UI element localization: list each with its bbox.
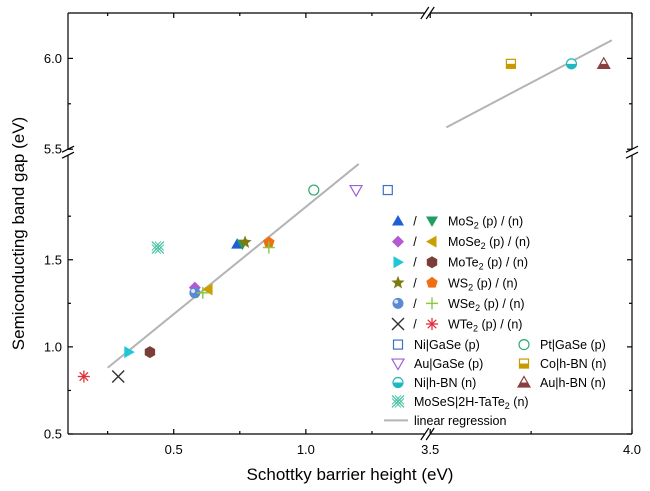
legend-separator: /: [413, 276, 417, 290]
legend-label: Ni|h-BN (n): [414, 376, 476, 390]
legend-label-main: WS: [448, 276, 468, 290]
regression-line: [446, 40, 611, 127]
data-point-mote2_n: [145, 346, 155, 358]
legend-label-suffix: (p) / (n): [478, 318, 522, 332]
legend-marker: [393, 298, 404, 309]
legend-label: Co|h-BN (n): [540, 357, 606, 371]
data-point-mose2_n: [202, 283, 213, 295]
legend-marker: [392, 359, 404, 370]
legend: / MoS2 (p) / (n) / MoSe2 (p) / (n) / MoTe2 (p…: [384, 215, 606, 428]
data-point-wte2_n: [78, 370, 90, 382]
legend-marker: [426, 277, 437, 288]
legend-label-main: WTe: [448, 318, 473, 332]
legend-separator: /: [413, 256, 417, 270]
legend-label: Ni|GaSe (p): [414, 338, 480, 352]
legend-marker: [392, 215, 404, 226]
legend-marker: [394, 340, 403, 349]
legend-marker: [426, 297, 438, 309]
x-axis-title: Schottky barrier height (eV): [247, 465, 454, 484]
data-point-au_hbn: [598, 58, 610, 69]
legend-label-main: MoS: [448, 215, 474, 229]
legend-marker: [426, 318, 438, 330]
data-point-moses_tate2: [152, 242, 164, 254]
legend-label-suffix: (p) / (n): [480, 297, 524, 311]
legend-marker: [392, 395, 404, 407]
legend-marker: [392, 236, 404, 248]
data-point-ni_gase: [383, 186, 392, 195]
legend-label-suffix: (p) / (n): [484, 256, 528, 270]
legend-item-mose2: / MoSe2 (p) / (n): [392, 235, 530, 251]
data-point-pt_gase: [309, 185, 319, 195]
y-tick-label: 1.0: [44, 339, 62, 354]
legend-item-ni-gase: Ni|GaSe (p): [394, 338, 480, 352]
legend-label: WSe2 (p) / (n): [448, 297, 525, 313]
legend-separator: /: [413, 318, 417, 332]
legend-item-co-hbn: Co|h-BN (n): [520, 357, 607, 371]
legend-item-au-gase: Au|GaSe (p): [392, 357, 483, 371]
legend-marker: [391, 276, 404, 289]
legend-label-main: WSe: [448, 297, 475, 311]
legend-item-wse2: / WSe2 (p) / (n): [393, 297, 525, 313]
x-tick-label: 4.0: [623, 442, 641, 457]
legend-label: Au|GaSe (p): [414, 357, 483, 371]
legend-marker: [394, 256, 405, 268]
legend-item-ws2: / WS2 (p) / (n): [391, 276, 517, 293]
legend-item-wte2: / WTe2 (p) / (n): [392, 318, 522, 334]
legend-label: Pt|GaSe (p): [540, 338, 606, 352]
x-tick-label: 0.5: [165, 442, 183, 457]
legend-item-ni-hbn: Ni|h-BN (n): [393, 376, 476, 390]
legend-marker: [427, 256, 437, 268]
legend-separator: /: [413, 235, 417, 249]
legend-marker: [426, 236, 437, 248]
legend-label: MoTe2 (p) / (n): [448, 256, 528, 272]
y-tick-label: 5.5: [44, 142, 62, 157]
legend-marker: [393, 378, 403, 388]
legend-separator: /: [413, 215, 417, 229]
legend-marker: [520, 359, 529, 368]
legend-label: WTe2 (p) / (n): [448, 318, 522, 334]
legend-label-suffix: (p) / (n): [486, 235, 530, 249]
legend-label: linear regression: [414, 414, 506, 428]
y-tick-label: 0.5: [44, 427, 62, 442]
legend-label: MoS2 (p) / (n): [448, 215, 523, 231]
legend-label: WS2 (p) / (n): [448, 276, 518, 292]
legend-label-main: linear regression: [414, 414, 506, 428]
legend-marker: [426, 217, 438, 228]
data-point-ni_hbn: [566, 59, 576, 69]
legend-marker: [518, 377, 530, 388]
legend-label: Au|h-BN (n): [540, 376, 606, 390]
legend-item-moses-tate2: MoSeS|2H-TaTe2 (n): [392, 395, 529, 411]
legend-separator: /: [413, 297, 417, 311]
y-tick-label: 1.5: [44, 252, 62, 267]
legend-label-main: MoSe: [448, 235, 481, 249]
legend-label-suffix: (n): [510, 395, 529, 409]
legend-item-mote2: / MoTe2 (p) / (n): [394, 256, 529, 272]
legend-item-au-hbn: Au|h-BN (n): [518, 376, 606, 390]
legend-item-regression: linear regression: [384, 414, 506, 428]
legend-item-mos2: / MoS2 (p) / (n): [392, 215, 523, 231]
data-point-wte2_p: [112, 370, 124, 382]
legend-label-suffix: (p) / (n): [473, 276, 517, 290]
data-point-au_gase: [350, 186, 362, 197]
y-tick-label: 6.0: [44, 51, 62, 66]
legend-item-pt-gase: Pt|GaSe (p): [519, 338, 606, 352]
x-tick-label: 3.5: [421, 442, 439, 457]
legend-label: MoSe2 (p) / (n): [448, 235, 530, 251]
legend-label-main: MoSeS|2H-TaTe: [414, 395, 505, 409]
legend-label-suffix: (p) / (n): [479, 215, 523, 229]
regression-line: [108, 164, 359, 368]
legend-label: MoSeS|2H-TaTe2 (n): [414, 395, 529, 411]
legend-marker: [519, 340, 529, 350]
legend-marker: [392, 318, 404, 330]
x-tick-label: 1.0: [297, 442, 315, 457]
y-axis-title: Semiconducting band gap (eV): [9, 117, 28, 350]
legend-label-main: MoTe: [448, 256, 479, 270]
data-point-co_hbn: [506, 59, 515, 68]
